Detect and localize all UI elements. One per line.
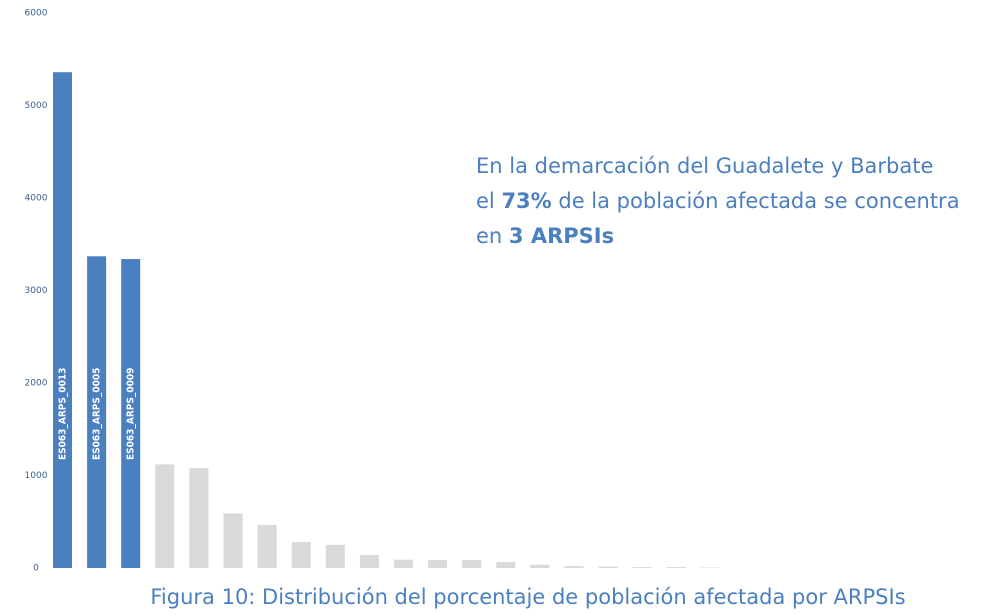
y-tick-label: 0 (33, 564, 39, 574)
bar (325, 544, 345, 568)
annotation-text: en (476, 224, 509, 248)
annotation-text: de la población afectada se concentra (552, 189, 960, 213)
bar (257, 524, 277, 568)
y-tick-label: 6000 (25, 9, 48, 19)
bar (462, 560, 482, 568)
bar (598, 566, 618, 568)
y-tick-label: 3000 (25, 286, 48, 296)
bar (53, 72, 72, 568)
annotation-text: 73% (501, 189, 551, 213)
annotation-line: En la demarcación del Guadalete y Barbat… (476, 154, 933, 178)
bar (121, 259, 141, 568)
bar (291, 542, 311, 568)
y-tick-label: 5000 (25, 101, 48, 111)
bar (87, 256, 107, 568)
bar-label: ES063_ARPS_0009 (126, 368, 137, 460)
annotation-line: el 73% de la población afectada se conce… (476, 189, 960, 213)
y-tick-label: 2000 (25, 379, 48, 389)
bar (189, 468, 209, 568)
annotation-text: 3 ARPSIs (509, 224, 614, 248)
bar-label: ES063_ARPS_0005 (92, 368, 103, 460)
annotation-line: en 3 ARPSIs (476, 224, 614, 248)
bar (496, 561, 516, 568)
caption: Figura 10: Distribución del porcentaje d… (150, 585, 905, 609)
bar (359, 555, 379, 568)
bar (564, 566, 584, 568)
bar (155, 464, 175, 568)
annotation-text: En la demarcación del Guadalete y Barbat… (476, 154, 933, 178)
bar-label: ES063_ARPS_0013 (58, 368, 69, 460)
bar (394, 559, 413, 568)
annotation-text: el (476, 189, 501, 213)
bar (632, 567, 652, 568)
bar (428, 560, 448, 568)
bar (666, 567, 686, 568)
y-tick-label: 1000 (25, 471, 48, 481)
bar (530, 564, 550, 568)
bar (223, 513, 243, 568)
y-tick-label: 4000 (25, 194, 48, 204)
